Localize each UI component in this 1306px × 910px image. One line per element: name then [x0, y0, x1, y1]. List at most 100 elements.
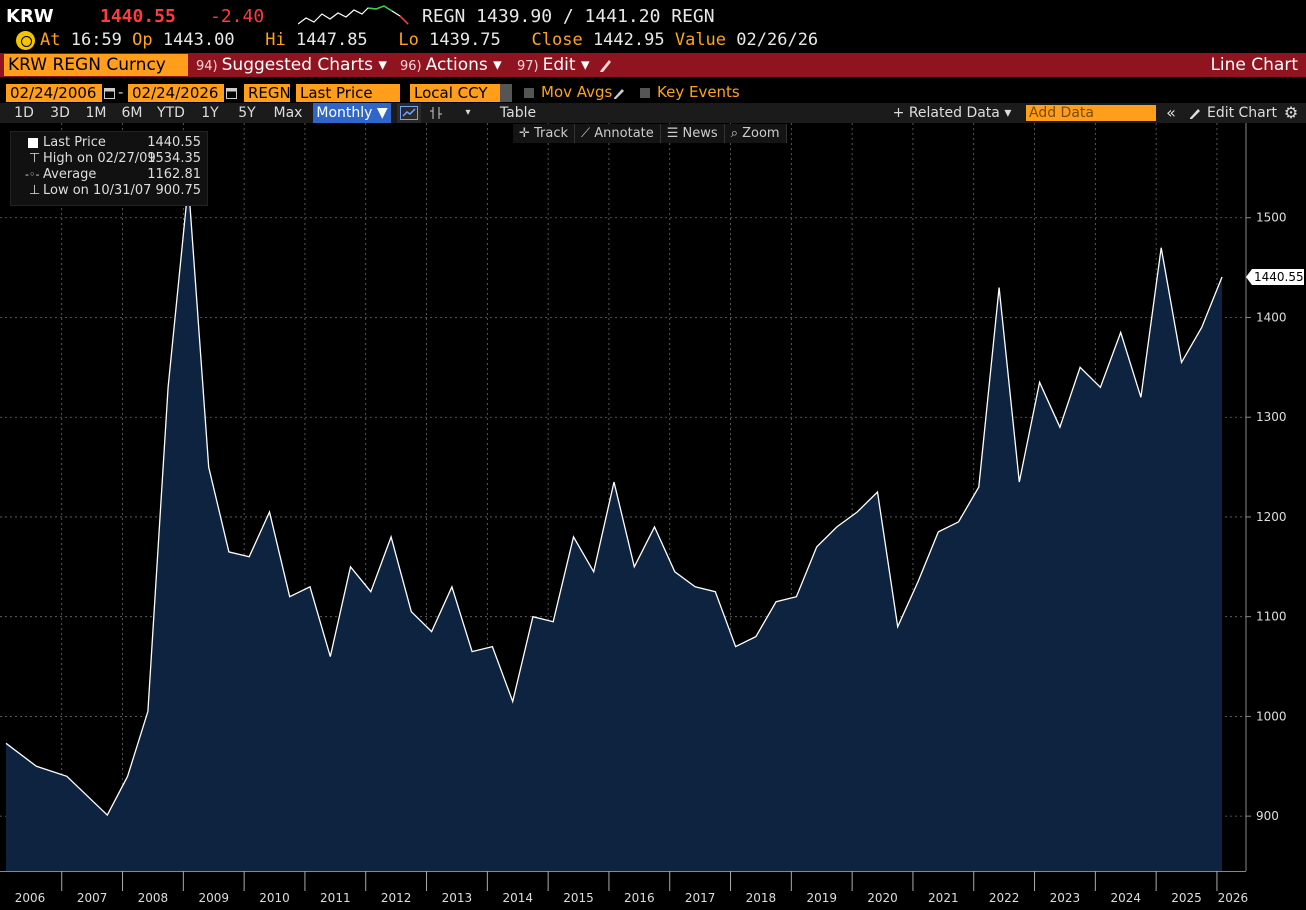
- chart-options-bar: 02/24/2006 - 02/24/2026 REGN Last Price …: [0, 82, 1306, 104]
- y-tick-label: 1500: [1256, 211, 1287, 225]
- start-date-input[interactable]: 02/24/2006: [6, 84, 102, 102]
- tool-zoom[interactable]: ⌕ Zoom: [725, 124, 787, 143]
- chart-style-dropdown-icon[interactable]: ▾: [465, 107, 471, 118]
- y-tick-label: 1100: [1256, 610, 1287, 624]
- edit-label: Edit ▾: [542, 55, 590, 75]
- legend-high-value: 1534.35: [147, 151, 201, 166]
- gear-icon[interactable]: ⚙: [1283, 103, 1299, 122]
- legend-swatch: [28, 138, 38, 148]
- price-line: [5, 183, 1223, 817]
- x-tick-label: 2017: [685, 891, 716, 905]
- pencil-icon[interactable]: [598, 57, 614, 73]
- period-button-ytd[interactable]: YTD: [157, 105, 185, 121]
- frequency-select[interactable]: Monthly ▼: [313, 103, 391, 123]
- related-data-button[interactable]: + Related Data ▾: [892, 105, 1012, 121]
- price-chart[interactable]: 900 1000 1100 1200 1300 1400 1500 2006 2007 2008…: [0, 123, 1306, 910]
- close-label: Close: [531, 30, 583, 50]
- candle-chart-icon[interactable]: [424, 103, 448, 123]
- key-events-checkbox[interactable]: [640, 88, 650, 98]
- legend-high-label: High on 02/27/09: [43, 151, 156, 166]
- actions-menu[interactable]: 96) Actions ▾: [400, 54, 502, 76]
- quote-time: 16:59: [70, 30, 122, 50]
- last-price-label: 1440.55: [1246, 269, 1304, 286]
- price-change: -2.40: [210, 6, 265, 27]
- x-tick-label: 2021: [928, 891, 959, 905]
- add-data-input[interactable]: Add Data: [1026, 105, 1156, 121]
- y-axis: 900 1000 1100 1200 1300 1400 1500: [1245, 123, 1287, 871]
- high-value: 1447.85: [296, 30, 368, 50]
- quote-details: At 16:59 Op 1443.00 Hi 1447.85 Lo 1439.7…: [40, 30, 818, 50]
- x-axis: 2006 2007 2008 2009 2010 2011 2012 2013 2014 2015…: [0, 871, 1248, 905]
- sparkline: [298, 5, 409, 25]
- edit-chart-button[interactable]: Edit Chart: [1206, 105, 1278, 121]
- period-button-3d[interactable]: 3D: [50, 105, 70, 121]
- at-label: At: [40, 30, 61, 50]
- end-date-input[interactable]: 02/24/2026: [128, 84, 224, 102]
- mov-avgs-checkbox[interactable]: [524, 88, 534, 98]
- y-tick-label: 1200: [1256, 510, 1287, 524]
- legend-last-value: 1440.55: [147, 135, 201, 150]
- x-tick-label: 2008: [138, 891, 169, 905]
- high-marker-icon: ⊤: [29, 151, 41, 166]
- x-tick-label: 2016: [624, 891, 655, 905]
- price-field-select[interactable]: Last Price: [296, 84, 400, 102]
- mov-avgs-label[interactable]: Mov Avgs: [541, 83, 613, 101]
- suggested-charts-number: 94): [196, 59, 218, 74]
- x-tick-label: 2011: [320, 891, 351, 905]
- table-button[interactable]: Table: [499, 105, 537, 121]
- collapse-icon[interactable]: «: [1166, 103, 1176, 122]
- x-tick-label: 2009: [198, 891, 229, 905]
- x-tick-label: 2006: [15, 891, 46, 905]
- tool-annotate[interactable]: ⟋ Annotate: [575, 124, 661, 143]
- tool-track[interactable]: ✛ Track: [513, 124, 576, 143]
- open-value: 1443.00: [162, 30, 235, 50]
- low-marker-icon: ⊥: [29, 183, 41, 198]
- suggested-charts-menu[interactable]: 94) Suggested Charts ▾: [196, 54, 387, 76]
- period-button-1m[interactable]: 1M: [85, 105, 107, 121]
- ticker-label: KRW: [6, 6, 54, 27]
- x-tick-label: 2010: [259, 891, 290, 905]
- period-button-1d[interactable]: 1D: [14, 105, 34, 121]
- x-tick-label: 2024: [1110, 891, 1141, 905]
- period-button-1y[interactable]: 1Y: [201, 105, 219, 121]
- chart-legend: Last Price 1440.55 ⊤ High on 02/27/09 15…: [10, 131, 208, 206]
- period-button-5y[interactable]: 5Y: [238, 105, 256, 121]
- edit-menu[interactable]: 97) Edit ▾: [517, 54, 589, 76]
- currency-dropdown-icon[interactable]: [500, 84, 512, 102]
- calendar-icon[interactable]: [104, 87, 115, 99]
- line-chart-icon[interactable]: [397, 103, 421, 123]
- y-tick-label: 1400: [1256, 310, 1287, 324]
- key-events-label[interactable]: Key Events: [657, 83, 740, 101]
- period-button-6m[interactable]: 6M: [121, 105, 143, 121]
- x-tick-label: 2013: [442, 891, 473, 905]
- pencil-icon[interactable]: [1188, 106, 1202, 120]
- tool-news[interactable]: ☰ News: [661, 124, 725, 143]
- low-value: 1439.75: [429, 30, 501, 50]
- x-tick-label: 2026: [1218, 891, 1249, 905]
- x-tick-label: 2012: [381, 891, 412, 905]
- x-tick-label: 2025: [1171, 891, 1202, 905]
- pencil-icon[interactable]: [612, 86, 626, 100]
- bid-ask-quote: REGN 1439.90 / 1441.20 REGN: [422, 6, 715, 27]
- clock-icon: [16, 31, 35, 50]
- menu-bar: KRW REGN Curncy 94) Suggested Charts ▾ 96…: [0, 53, 1306, 77]
- legend-last-label: Last Price: [43, 135, 106, 150]
- last-price-tag: [1246, 269, 1304, 286]
- open-label: Op: [132, 30, 153, 50]
- price-area: [6, 183, 1222, 872]
- x-tick-label: 2014: [502, 891, 533, 905]
- x-tick-label: 2023: [1050, 891, 1081, 905]
- date-separator: -: [118, 83, 124, 101]
- actions-label: Actions ▾: [425, 55, 502, 75]
- source-field[interactable]: REGN: [244, 84, 291, 102]
- currency-select[interactable]: Local CCY: [410, 84, 500, 102]
- chart-type-label[interactable]: Line Chart: [1210, 55, 1298, 75]
- suggested-charts-label: Suggested Charts ▾: [221, 55, 387, 75]
- security-field[interactable]: KRW REGN Curncy: [4, 54, 188, 76]
- calendar-icon[interactable]: [226, 87, 237, 99]
- period-button-max[interactable]: Max: [273, 105, 303, 121]
- y-tick-label: 1300: [1256, 410, 1287, 424]
- quote-header: KRW 1440.55 -2.40 REGN 1439.90 / 1441.20…: [0, 0, 1306, 52]
- y-tick-label: 900: [1256, 809, 1279, 823]
- x-tick-label: 2007: [77, 891, 108, 905]
